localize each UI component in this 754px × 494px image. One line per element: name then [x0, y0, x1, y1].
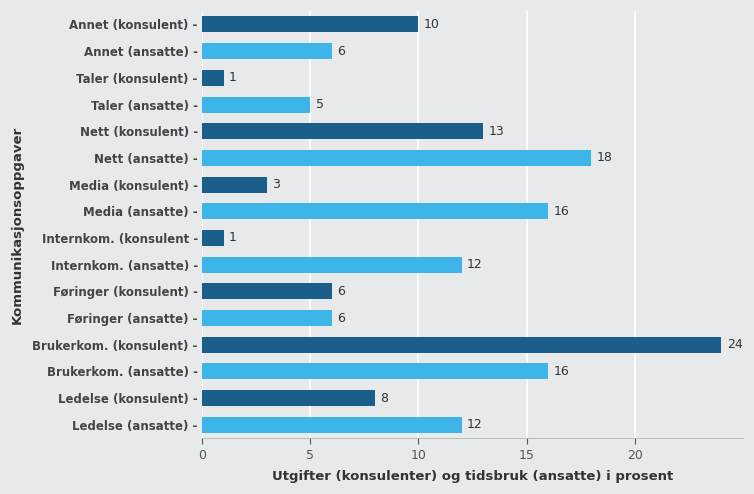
Bar [202, 230, 224, 246]
Text: 12: 12 [467, 418, 483, 431]
Text: 5: 5 [316, 98, 323, 111]
Y-axis label: Kommunikasjonsoppgaver: Kommunikasjonsoppgaver [11, 125, 24, 324]
Bar [202, 43, 332, 59]
Bar [202, 96, 310, 113]
Text: 6: 6 [337, 44, 345, 58]
Text: 1: 1 [229, 71, 237, 84]
Text: 3: 3 [272, 178, 280, 191]
Bar [202, 337, 722, 353]
Bar [202, 417, 461, 433]
Bar [202, 310, 332, 326]
Text: 16: 16 [553, 205, 569, 218]
Text: 12: 12 [467, 258, 483, 271]
Bar [202, 123, 483, 139]
Bar [202, 70, 224, 86]
Bar [202, 150, 591, 166]
Bar [202, 390, 375, 406]
Bar [202, 203, 548, 219]
Text: 18: 18 [597, 151, 613, 165]
X-axis label: Utgifter (konsulenter) og tidsbruk (ansatte) i prosent: Utgifter (konsulenter) og tidsbruk (ansa… [271, 470, 673, 483]
Bar [202, 16, 418, 33]
Text: 6: 6 [337, 312, 345, 325]
Text: 6: 6 [337, 285, 345, 298]
Text: 10: 10 [424, 18, 440, 31]
Bar [202, 284, 332, 299]
Bar [202, 364, 548, 379]
Text: 1: 1 [229, 232, 237, 245]
Bar [202, 176, 267, 193]
Bar [202, 257, 461, 273]
Text: 24: 24 [727, 338, 743, 351]
Text: 13: 13 [489, 124, 504, 138]
Text: 16: 16 [553, 365, 569, 378]
Text: 8: 8 [381, 392, 388, 405]
